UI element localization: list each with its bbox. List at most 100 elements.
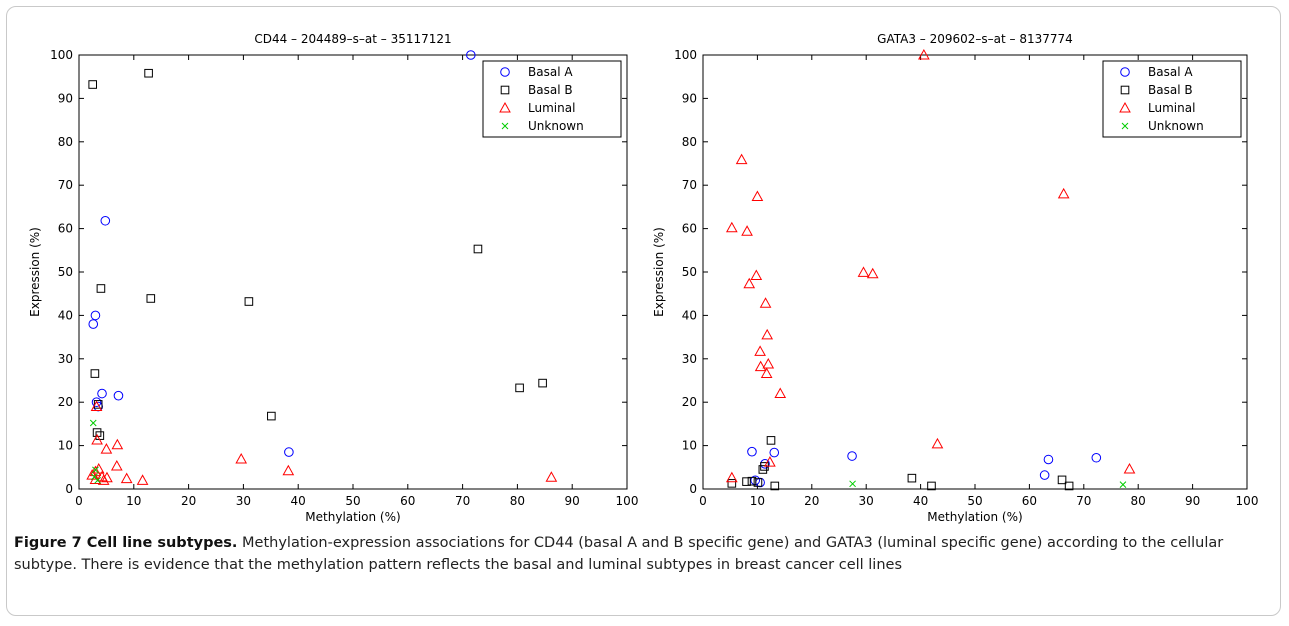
- chart1-point-basal-a: [88, 319, 99, 329]
- chart1-x-tick-label: 80: [510, 494, 525, 508]
- chart1-y-tick-label: 10: [58, 439, 73, 453]
- chart2-x-tick-label: 0: [699, 494, 707, 508]
- chart2-legend: Basal A Basal B Luminal Unknown: [1102, 60, 1242, 138]
- chart2-y-tick-label: 30: [682, 352, 697, 366]
- chart1-point-luminal: [282, 464, 295, 476]
- chart2-point-luminal: [754, 345, 766, 356]
- chart2-legend-marker-basal-a: [1120, 67, 1130, 77]
- chart2-x-tick-label: 80: [1131, 494, 1146, 508]
- chart2-point-basal-b: [927, 481, 936, 491]
- chart2-point-luminal: [743, 277, 756, 289]
- chart1-point-basal-a: [90, 310, 101, 321]
- chart2-series-unknown: [849, 480, 1127, 489]
- chart1-point-basal-b: [515, 383, 524, 393]
- chart1-point-luminal: [90, 400, 103, 412]
- chart2-point-luminal: [735, 153, 748, 165]
- chart2-point-basal-a: [747, 446, 757, 457]
- chart2-point-luminal: [759, 297, 772, 308]
- chart2-point-basal-a: [1039, 470, 1050, 480]
- chart1-legend-marker-unknown: [501, 122, 509, 130]
- chart2-point-basal-b: [1064, 481, 1074, 491]
- chart1-legend-label-basal-a: Basal A: [528, 65, 573, 79]
- chart2-point-luminal: [918, 48, 930, 60]
- chart2-legend-label-unknown: Unknown: [1148, 119, 1204, 133]
- chart1-point-basal-a: [284, 447, 294, 457]
- chart1-point-basal-a: [97, 388, 107, 399]
- chart2-y-tick-label: 0: [689, 482, 697, 496]
- chart1-legend-label-basal-b: Basal B: [528, 83, 573, 97]
- chart2-point-luminal: [764, 456, 776, 467]
- figure-frame: [6, 6, 1281, 616]
- chart1-point-basal-a: [91, 397, 102, 408]
- chart1-point-basal-b: [267, 411, 276, 421]
- chart1-x-tick-label: 0: [75, 494, 83, 508]
- chart2-x-tick-label: 70: [1076, 494, 1091, 508]
- chart1-y-tick-label: 20: [58, 395, 73, 409]
- chart1-y-tick-label: 70: [58, 178, 73, 192]
- chart2-legend-marker-unknown: [1121, 122, 1129, 130]
- chart1-point-basal-b: [88, 80, 98, 89]
- chart1-x-tick-label: 30: [236, 494, 251, 508]
- chart1-point-basal-b: [538, 378, 547, 388]
- chart2-y-tick-label: 70: [682, 178, 697, 192]
- caption-label: Figure 7 Cell line subtypes.: [14, 535, 238, 551]
- chart2-point-unknown: [849, 480, 856, 488]
- chart2-x-tick-label: 10: [750, 494, 765, 508]
- chart1-point-luminal: [120, 472, 133, 484]
- chart2-point-basal-b: [753, 478, 763, 487]
- chart2-point-luminal: [725, 471, 738, 483]
- chart2-x-tick-label: 30: [859, 494, 874, 508]
- chart1-x-tick-label: 90: [565, 494, 580, 508]
- chart1-x-tick-label: 10: [126, 494, 141, 508]
- chart1-legend-marker-basal-a: [500, 67, 510, 77]
- chart2-point-luminal: [760, 367, 773, 379]
- chart1-point-basal-a: [113, 390, 124, 401]
- chart2-point-luminal: [750, 269, 763, 280]
- chart2-point-basal-b: [747, 476, 757, 486]
- chart1-title: CD44 – 204489–s–at – 35117121: [254, 32, 451, 46]
- chart1-point-unknown: [90, 473, 98, 481]
- chart1-point-basal-b: [144, 68, 153, 78]
- chart2-y-tick-label: 40: [682, 308, 697, 322]
- chart2-legend-label-basal-a: Basal A: [1148, 65, 1193, 79]
- chart2-x-tick-label: 60: [1022, 494, 1037, 508]
- chart2-y-tick-label: 80: [682, 135, 697, 149]
- chart2-y-tick-label: 60: [682, 222, 697, 236]
- chart1-legend: Basal A Basal B Luminal Unknown: [482, 60, 622, 138]
- chart2-point-basal-b: [1057, 475, 1067, 485]
- chart1-x-tick-label: 100: [616, 494, 639, 508]
- chart1-point-basal-b: [92, 428, 102, 437]
- chart2-point-luminal: [1123, 463, 1136, 474]
- chart2-x-tick-label: 20: [804, 494, 819, 508]
- chart1-series-basal-a: [88, 50, 476, 457]
- chart1-series-unknown: [89, 419, 101, 484]
- chart1-point-basal-b: [90, 369, 100, 378]
- chart2-legend-marker-luminal: [1119, 101, 1131, 113]
- chart2-point-basal-a: [769, 447, 780, 458]
- chart2-y-tick-label: 100: [674, 48, 697, 62]
- chart1-point-luminal: [545, 471, 558, 482]
- chart1-point-luminal: [91, 433, 103, 445]
- chart2-series-luminal: [725, 48, 1136, 483]
- chart1-legend-marker-basal-b: [500, 85, 510, 95]
- chart2-x-axis-label: Methylation (%): [927, 510, 1022, 524]
- chart1-point-basal-b: [146, 294, 156, 303]
- chart1-point-luminal: [97, 474, 110, 485]
- chart1-point-unknown: [92, 466, 99, 474]
- chart2-point-basal-a: [1043, 454, 1054, 465]
- chart1-x-tick-label: 70: [455, 494, 470, 508]
- chart2-point-basal-b: [770, 481, 780, 491]
- chart2-y-tick-label: 50: [682, 265, 697, 279]
- chart1-point-luminal: [111, 438, 124, 450]
- chart1-point-basal-b: [96, 284, 106, 293]
- chart2-point-luminal: [754, 360, 767, 372]
- chart1-y-tick-label: 80: [58, 135, 73, 149]
- chart2-point-basal-b: [907, 473, 917, 483]
- chart2-point-unknown: [1119, 481, 1127, 489]
- chart1-y-tick-label: 0: [65, 482, 73, 496]
- chart1-y-tick-label: 40: [58, 308, 73, 322]
- figure-caption: Figure 7 Cell line subtypes. Methylation…: [14, 532, 1269, 576]
- chart1-series-luminal: [86, 400, 558, 485]
- chart1: CD44 – 204489–s–at – 35117121 0 10 20 30 40 50…: [28, 32, 638, 524]
- chart2-point-basal-a: [847, 451, 857, 461]
